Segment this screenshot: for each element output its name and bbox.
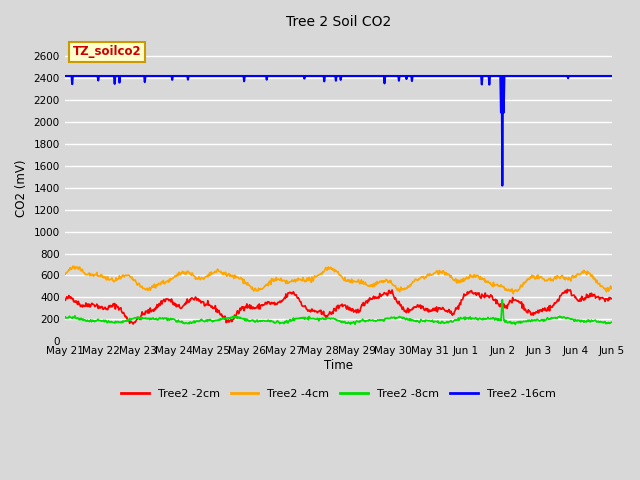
- Tree2 -8cm: [410, 317, 417, 323]
- Line: Tree2 -8cm: Tree2 -8cm: [65, 300, 612, 324]
- Tree2 -8cm: [476, 315, 484, 321]
- Tree2 -2cm: [608, 296, 616, 301]
- Tree2 -16cm: [476, 73, 484, 79]
- Tree2 -4cm: [61, 271, 68, 276]
- Tree2 -4cm: [394, 288, 401, 293]
- Tree2 -8cm: [61, 315, 68, 321]
- Tree2 -4cm: [533, 275, 541, 281]
- Tree2 -2cm: [477, 295, 484, 300]
- Tree2 -16cm: [410, 73, 417, 79]
- Tree2 -4cm: [477, 274, 484, 279]
- Tree2 -2cm: [380, 292, 387, 298]
- Legend: Tree2 -2cm, Tree2 -4cm, Tree2 -8cm, Tree2 -16cm: Tree2 -2cm, Tree2 -4cm, Tree2 -8cm, Tree…: [116, 384, 560, 403]
- Tree2 -2cm: [564, 287, 572, 292]
- Line: Tree2 -16cm: Tree2 -16cm: [65, 76, 612, 186]
- Tree2 -4cm: [69, 263, 77, 269]
- Tree2 -16cm: [379, 73, 387, 79]
- Tree2 -2cm: [394, 300, 401, 305]
- X-axis label: Time: Time: [324, 359, 353, 372]
- Tree2 -8cm: [499, 297, 506, 302]
- Text: TZ_soilco2: TZ_soilco2: [73, 45, 141, 58]
- Tree2 -8cm: [94, 316, 102, 322]
- Tree2 -16cm: [532, 73, 540, 79]
- Tree2 -4cm: [95, 273, 103, 279]
- Y-axis label: CO2 (mV): CO2 (mV): [15, 159, 28, 216]
- Tree2 -16cm: [393, 73, 401, 79]
- Tree2 -8cm: [379, 317, 387, 323]
- Tree2 -8cm: [393, 315, 401, 321]
- Tree2 -2cm: [410, 304, 418, 310]
- Tree2 -16cm: [608, 73, 616, 79]
- Tree2 -2cm: [532, 309, 540, 315]
- Tree2 -4cm: [410, 279, 418, 285]
- Tree2 -8cm: [608, 319, 616, 325]
- Title: Tree 2 Soil CO2: Tree 2 Soil CO2: [285, 15, 391, 29]
- Tree2 -2cm: [129, 321, 137, 327]
- Tree2 -8cm: [511, 322, 519, 327]
- Tree2 -4cm: [509, 291, 517, 297]
- Tree2 -8cm: [533, 316, 541, 322]
- Tree2 -16cm: [499, 183, 506, 189]
- Tree2 -4cm: [608, 286, 616, 292]
- Line: Tree2 -4cm: Tree2 -4cm: [65, 266, 612, 294]
- Tree2 -4cm: [380, 279, 387, 285]
- Tree2 -16cm: [94, 78, 102, 84]
- Tree2 -16cm: [61, 73, 68, 79]
- Tree2 -2cm: [61, 298, 68, 303]
- Line: Tree2 -2cm: Tree2 -2cm: [65, 289, 612, 324]
- Tree2 -2cm: [94, 306, 102, 312]
